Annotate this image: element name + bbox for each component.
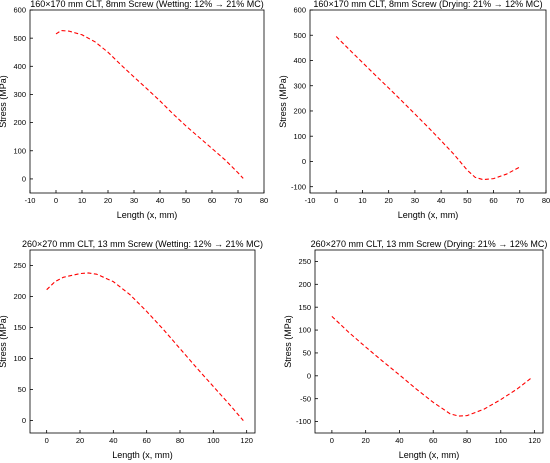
y-axis-title: Stress (MPa) [283, 315, 293, 368]
y-tick-label: 0 [22, 175, 26, 184]
chart-title: 160×170 mm CLT, 8mm Screw (Drying: 21% →… [313, 0, 542, 9]
y-tick-label: 200 [13, 292, 26, 301]
x-tick-label: 0 [54, 196, 58, 205]
y-tick-label: -100 [296, 417, 311, 426]
y-tick-label: 100 [298, 326, 311, 335]
y-tick-label: 150 [298, 303, 311, 312]
y-tick-label: 300 [13, 90, 26, 99]
plot-frame [314, 249, 544, 434]
chart-title: 260×270 mm CLT, 13 mm Screw (Drying: 21%… [311, 239, 548, 249]
y-tick-label: 600 [293, 6, 306, 15]
y-axis-title: Stress (MPa) [0, 315, 8, 368]
y-tick-label: 150 [13, 323, 26, 332]
x-tick-label: 20 [361, 436, 369, 445]
y-tick-label: 0 [22, 416, 26, 425]
x-tick-label: -10 [25, 196, 36, 205]
x-tick-label: 60 [142, 436, 150, 445]
x-tick-label: 40 [395, 436, 403, 445]
y-tick-label: 200 [13, 118, 26, 127]
x-tick-label: 80 [260, 196, 268, 205]
stress-series-line [335, 36, 521, 181]
y-axis-title: Stress (MPa) [0, 75, 8, 128]
x-tick-label: 30 [130, 196, 138, 205]
x-tick-label: 70 [234, 196, 242, 205]
chart-panel-2: 160×170 mm CLT, 8mm Screw (Drying: 21% →… [278, 0, 550, 220]
x-tick-label: 20 [76, 436, 84, 445]
x-tick-label: 40 [437, 196, 445, 205]
stress-series-line [46, 272, 244, 421]
x-tick-label: 120 [528, 436, 541, 445]
y-tick-label: 250 [13, 261, 26, 270]
y-tick-label: 0 [307, 371, 311, 380]
chart-panel-1: 160×170 mm CLT, 8mm Screw (Wetting: 12% … [0, 0, 268, 220]
y-tick-label: 600 [13, 6, 26, 15]
y-tick-label: 500 [293, 31, 306, 40]
x-tick-label: 40 [156, 196, 164, 205]
x-tick-label: 30 [411, 196, 419, 205]
y-tick-label: 0 [302, 157, 306, 166]
y-tick-label: 50 [18, 385, 26, 394]
x-axis-title: Length (x, mm) [398, 210, 459, 220]
y-tick-label: 100 [13, 354, 26, 363]
chart-title: 160×170 mm CLT, 8mm Screw (Wetting: 12% … [30, 0, 264, 9]
x-tick-label: 20 [104, 196, 112, 205]
x-tick-label: 50 [182, 196, 190, 205]
stress-series-line [331, 315, 532, 417]
x-tick-label: 60 [429, 436, 437, 445]
x-tick-label: 100 [207, 436, 220, 445]
y-axis-title: Stress (MPa) [278, 75, 288, 128]
chart-panel-4: 260×270 mm CLT, 13 mm Screw (Drying: 21%… [283, 239, 547, 460]
y-tick-label: 100 [13, 146, 26, 155]
y-tick-label: 50 [303, 349, 311, 358]
x-tick-label: 100 [495, 436, 508, 445]
y-tick-label: 200 [293, 107, 306, 116]
plot-frame [29, 249, 256, 434]
x-tick-label: 0 [334, 196, 338, 205]
x-tick-label: 10 [78, 196, 86, 205]
y-tick-label: 400 [293, 56, 306, 65]
y-tick-label: 300 [293, 81, 306, 90]
y-tick-label: -50 [300, 394, 311, 403]
x-axis-title: Length (x, mm) [112, 450, 173, 460]
x-tick-label: 80 [463, 436, 471, 445]
y-tick-label: 250 [298, 257, 311, 266]
x-tick-label: 0 [330, 436, 334, 445]
x-tick-label: 80 [176, 436, 184, 445]
x-tick-label: 60 [208, 196, 216, 205]
y-tick-label: 400 [13, 62, 26, 71]
y-tick-label: -100 [291, 182, 306, 191]
x-tick-label: 80 [542, 196, 550, 205]
plot-frame [309, 9, 547, 194]
x-tick-label: 70 [516, 196, 524, 205]
x-axis-title: Length (x, mm) [399, 450, 460, 460]
x-axis-title: Length (x, mm) [117, 210, 178, 220]
plot-frame [29, 9, 265, 194]
x-tick-label: 10 [358, 196, 366, 205]
chart-panel-3: 260×270 mm CLT, 13 mm Screw (Wetting: 12… [0, 239, 263, 460]
x-tick-label: 20 [384, 196, 392, 205]
y-tick-label: 100 [293, 132, 306, 141]
stress-series-line [55, 29, 244, 179]
y-tick-label: 200 [298, 280, 311, 289]
y-tick-label: 500 [13, 34, 26, 43]
x-tick-label: 0 [45, 436, 49, 445]
x-tick-label: -10 [305, 196, 316, 205]
x-tick-label: 120 [240, 436, 253, 445]
x-tick-label: 60 [489, 196, 497, 205]
x-tick-label: 50 [463, 196, 471, 205]
chart-title: 260×270 mm CLT, 13 mm Screw (Wetting: 12… [22, 239, 263, 249]
x-tick-label: 40 [109, 436, 117, 445]
